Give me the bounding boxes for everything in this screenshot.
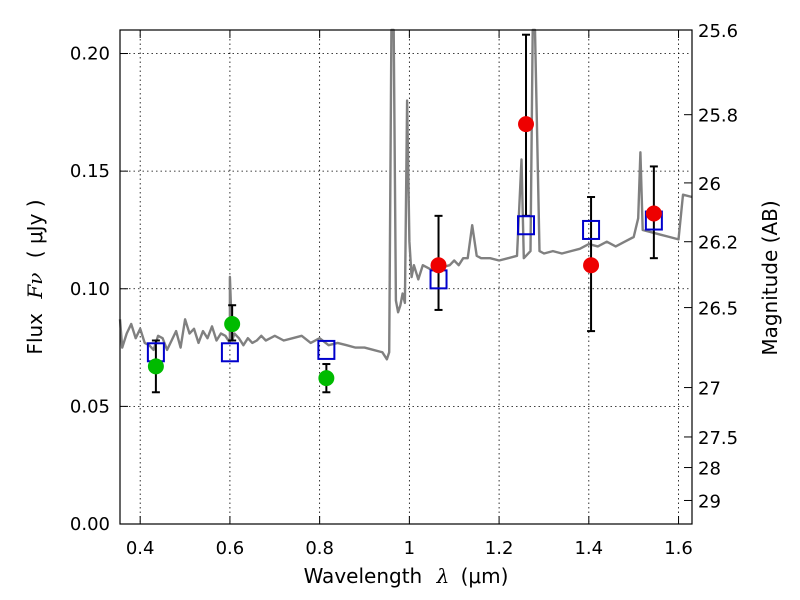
y-tick-label: 0.10 (70, 279, 110, 300)
infrared-data-point (645, 205, 662, 222)
x-axis-label: Wavelength λ (μm) (304, 564, 509, 588)
infrared-data-point (430, 257, 447, 274)
y2-tick-label: 25.6 (698, 21, 738, 42)
model-square-point (582, 219, 601, 240)
x-axis-label-unit: (μm) (461, 564, 509, 588)
tick-labels: 0.4 0.6 0.8 1 1.2 1.4 1.6 0.00 0.05 0.10 0.15 0.20 2… (70, 21, 738, 559)
x-tick-label: 1.4 (574, 538, 603, 559)
y2-tick-label: 29 (698, 491, 721, 512)
y2-axis-label: Magnitude (AB) (758, 200, 782, 355)
y2-tick-label: 25.8 (698, 106, 738, 127)
y2-tick-label: 26.5 (698, 299, 738, 320)
model-square-point (517, 215, 536, 236)
y2-tick-label: 27 (698, 379, 721, 400)
y-tick-label: 0.20 (70, 44, 110, 65)
x-tick-label: 0.8 (305, 538, 334, 559)
optical-data-point (147, 358, 164, 375)
x-axis-label-text: Wavelength (304, 564, 423, 588)
y2-tick-label: 27.5 (698, 428, 738, 449)
optical-data-point (318, 370, 335, 387)
y-axis-label-text: Flux (23, 313, 47, 355)
y-axis-label-unit: ( μJy ) (23, 199, 47, 258)
x-tick-label: 0.6 (216, 538, 245, 559)
y-axis-label-symbol: Fν (23, 273, 47, 300)
infrared-data-point (583, 257, 600, 274)
y2-tick-label: 26.2 (698, 233, 738, 254)
x-tick-label: 0.4 (126, 538, 155, 559)
y-tick-label: 0.00 (70, 514, 110, 535)
model-square-point (220, 342, 239, 363)
spectrum-line (118, 28, 693, 361)
y-tick-label: 0.15 (70, 161, 110, 182)
infrared-data-point (518, 116, 535, 133)
optical-data-point (224, 316, 241, 333)
y-tick-label: 0.05 (70, 396, 110, 417)
x-tick-label: 1.2 (485, 538, 514, 559)
x-tick-label: 1.6 (664, 538, 693, 559)
plot-frame (119, 29, 693, 525)
template-spectrum (118, 28, 693, 361)
y2-tick-label: 26 (698, 174, 721, 195)
y-axis-label: Flux Fν ( μJy ) (23, 199, 47, 354)
tick-marks (120, 29, 692, 525)
y2-tick-label: 28 (698, 459, 721, 480)
data-markers (146, 116, 663, 387)
x-tick-label: 1 (404, 538, 415, 559)
model-square-point (317, 339, 336, 360)
x-axis-label-symbol: λ (436, 564, 450, 588)
